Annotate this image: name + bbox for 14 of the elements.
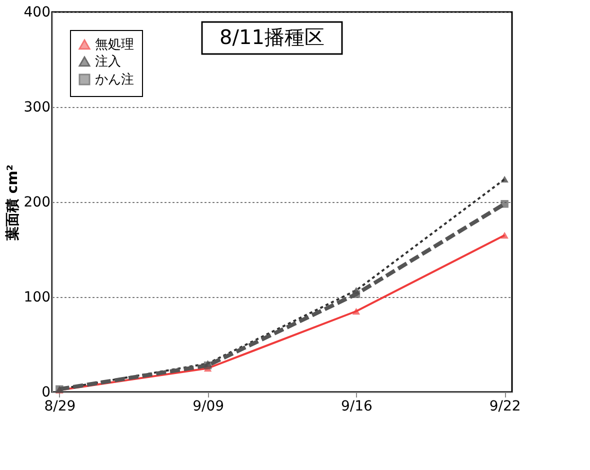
x-tick-label: 9/09 — [192, 398, 224, 414]
x-tick-label: 8/29 — [44, 398, 76, 414]
y-tick-label: 200 — [24, 194, 50, 210]
y-tick-label: 0 — [42, 384, 50, 400]
legend-label: 無処理 — [95, 38, 134, 52]
legend-label: 注入 — [95, 54, 121, 70]
y-tick-label: 300 — [24, 100, 50, 116]
y-tick-label: 400 — [24, 4, 50, 20]
annotation: 8/11播種区 — [220, 25, 324, 49]
legend-label: かん注 — [95, 72, 134, 88]
y-axis-title: 葉面積 cm² — [4, 164, 21, 242]
x-tick-label: 9/16 — [340, 398, 372, 414]
x-tick-label: 9/22 — [489, 398, 521, 414]
y-tick-label: 100 — [24, 290, 50, 306]
